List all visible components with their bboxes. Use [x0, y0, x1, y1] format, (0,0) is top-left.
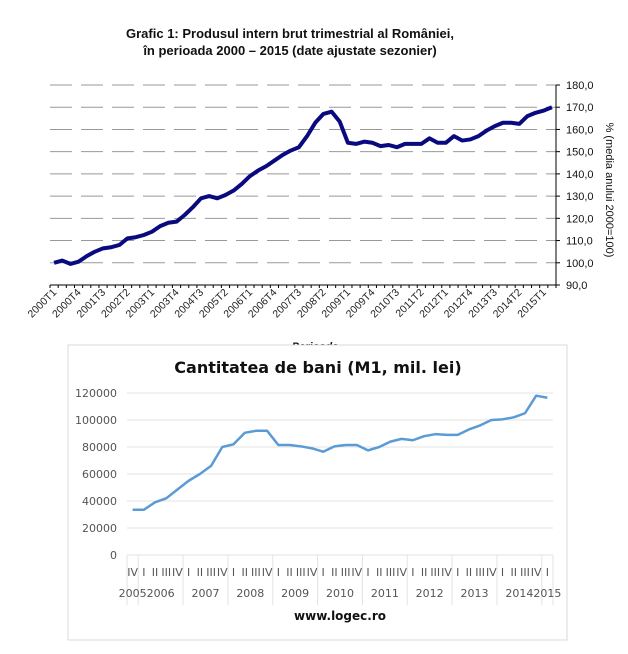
chart2-source: www.logec.ro — [294, 609, 386, 623]
y-tick-label: 90,0 — [566, 280, 587, 292]
quarter-label: IV — [307, 566, 318, 579]
quarter-label: IV — [172, 566, 183, 579]
chart2-title: Cantitatea de bani (M1, mil. lei) — [174, 358, 461, 377]
year-label: 2015 — [533, 587, 561, 600]
quarter-label: II — [466, 566, 473, 579]
y-tick-label: 140,0 — [566, 169, 594, 181]
quarter-label: I — [546, 566, 549, 579]
quarter-label: II — [197, 566, 204, 579]
quarter-label: II — [421, 566, 428, 579]
year-label: 2006 — [147, 587, 175, 600]
quarter-label: II — [331, 566, 338, 579]
year-label: 2009 — [281, 587, 309, 600]
quarter-label: IV — [441, 566, 452, 579]
year-label: 2010 — [326, 587, 354, 600]
quarter-label: IV — [531, 566, 542, 579]
y-tick-label: 170,0 — [566, 102, 594, 114]
y-tick-label: 150,0 — [566, 147, 594, 159]
y-tick-label: 100,0 — [566, 258, 594, 270]
y-tick-label: 120,0 — [566, 213, 594, 225]
y-tick-label: 100000 — [75, 414, 117, 427]
y-tick-label: 180,0 — [566, 80, 594, 92]
year-label: 2014 — [505, 587, 533, 600]
quarter-label: III — [475, 566, 485, 579]
quarter-label: I — [501, 566, 504, 579]
quarter-label: I — [232, 566, 235, 579]
y-tick-label: 80000 — [82, 441, 117, 454]
quarter-label: III — [161, 566, 171, 579]
quarter-label: III — [206, 566, 216, 579]
chart1-subtitle: în perioada 2000 – 2015 (date ajustate s… — [142, 43, 436, 58]
quarter-label: I — [456, 566, 459, 579]
quarter-label: I — [187, 566, 190, 579]
quarter-label: I — [322, 566, 325, 579]
quarter-label: IV — [396, 566, 407, 579]
quarter-label: IV — [217, 566, 228, 579]
chart1-y-axis-label: % (media anului 2000=100) — [603, 123, 615, 258]
quarter-label: I — [142, 566, 145, 579]
quarter-label: III — [520, 566, 530, 579]
year-label: 2005 — [119, 587, 147, 600]
chart1-title: Grafic 1: Produsul intern brut trimestri… — [126, 26, 454, 41]
year-label: 2008 — [236, 587, 264, 600]
y-tick-label: 60000 — [82, 468, 117, 481]
quarter-label: I — [366, 566, 369, 579]
y-tick-label: 110,0 — [566, 236, 593, 248]
year-label: 2011 — [371, 587, 399, 600]
gdp-chart: Grafic 1: Produsul intern brut trimestri… — [26, 26, 615, 353]
quarter-label: III — [386, 566, 396, 579]
quarter-label: III — [296, 566, 306, 579]
year-label: 2007 — [191, 587, 219, 600]
y-tick-label: 130,0 — [566, 191, 594, 203]
y-tick-label: 0 — [110, 549, 117, 562]
y-tick-label: 160,0 — [566, 124, 594, 136]
y-tick-label: 40000 — [82, 495, 117, 508]
quarter-label: I — [277, 566, 280, 579]
y-tick-label: 20000 — [82, 522, 117, 535]
year-label: 2013 — [461, 587, 489, 600]
quarter-label: III — [251, 566, 261, 579]
m1-chart: Cantitatea de bani (M1, mil. lei) 0 20000… — [67, 344, 568, 641]
quarter-label: III — [430, 566, 440, 579]
quarter-label: IV — [486, 566, 497, 579]
quarter-label: II — [376, 566, 383, 579]
quarter-label: II — [241, 566, 248, 579]
quarter-label: II — [511, 566, 518, 579]
gdp-series-line — [53, 105, 553, 266]
quarter-label: IV — [127, 566, 138, 579]
quarter-label: IV — [262, 566, 273, 579]
quarter-label: IV — [351, 566, 362, 579]
m1-series-line — [132, 394, 548, 512]
quarter-label: II — [152, 566, 159, 579]
quarter-label: II — [286, 566, 293, 579]
y-tick-label: 120000 — [75, 387, 117, 400]
quarter-label: I — [411, 566, 414, 579]
quarter-label: III — [341, 566, 351, 579]
year-label: 2012 — [416, 587, 444, 600]
